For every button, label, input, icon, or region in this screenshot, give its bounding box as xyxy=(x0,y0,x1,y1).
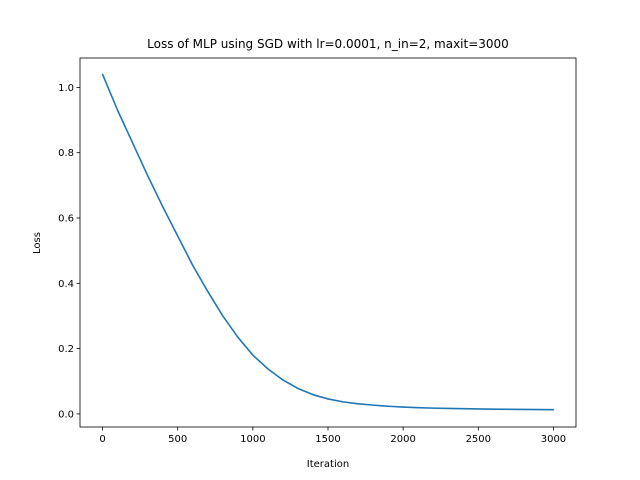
y-tick-label: 0.8 xyxy=(58,148,74,159)
y-tick-label: 0.6 xyxy=(58,214,74,225)
x-tick-label: 2500 xyxy=(466,434,491,445)
x-tick-label: 1500 xyxy=(315,434,340,445)
x-tick-label: 1000 xyxy=(240,434,265,445)
x-tick-label: 2000 xyxy=(390,434,415,445)
x-tick-label: 500 xyxy=(168,434,187,445)
y-axis-label: Loss xyxy=(32,232,43,254)
y-tick-label: 0.2 xyxy=(58,344,74,355)
y-tick-label: 0.0 xyxy=(58,409,74,420)
axes-frame xyxy=(79,57,577,428)
loss-series-line xyxy=(101,73,555,411)
y-axis: 0.0 0.2 0.4 0.6 0.8 1.0 xyxy=(58,83,80,420)
plot-area xyxy=(101,73,555,411)
x-axis-label: Iteration xyxy=(307,459,349,470)
y-tick-label: 0.4 xyxy=(58,279,74,290)
y-tick-label: 1.0 xyxy=(58,83,74,94)
chart-title: Loss of MLP using SGD with lr=0.0001, n_… xyxy=(147,37,509,51)
x-axis: 0 500 1000 1500 2000 2500 3000 xyxy=(99,427,566,445)
x-tick-label: 0 xyxy=(99,434,105,445)
x-tick-label: 3000 xyxy=(541,434,566,445)
